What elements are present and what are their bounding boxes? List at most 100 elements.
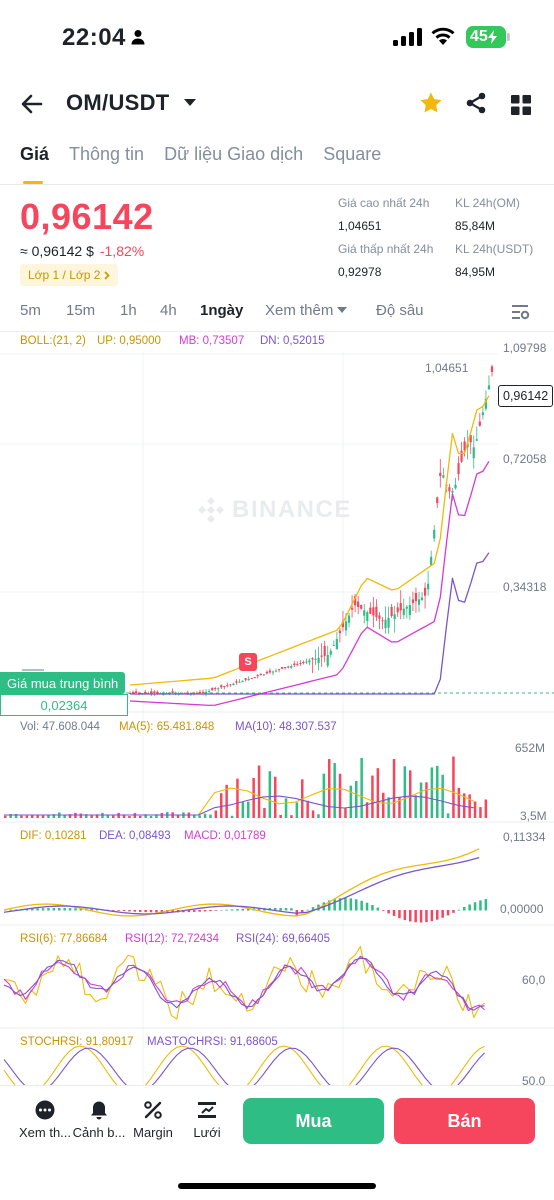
nav-margin[interactable]: Margin [123,1100,183,1140]
candle-body [399,602,402,611]
macd-bar [414,910,417,923]
status-time: 22:04 [62,24,126,51]
macd-bar [452,910,455,913]
candle-body [408,604,411,616]
macd-bar [274,908,277,911]
volume-bar [139,815,142,818]
chart-canvas [0,352,554,1095]
back-arrow-icon[interactable] [20,92,44,116]
price-axis-mid: 0,72058 [503,452,547,466]
tab-info[interactable]: Thông tin [69,144,145,164]
interval-5m[interactable]: 5m [20,302,41,319]
nav-more[interactable]: Xem th... [15,1100,75,1140]
nav-alerts[interactable]: Cảnh b... [69,1100,129,1140]
volume-bar [446,813,450,818]
nav-alerts-label: Cảnh b... [72,1125,126,1140]
candle-body [335,639,338,650]
candle-body [323,645,326,656]
macd-bar [36,908,39,911]
macd-bar [441,910,444,918]
tab-square[interactable]: Square [323,144,382,164]
interval-1day[interactable]: 1ngày [200,302,244,319]
candle-body [448,487,451,492]
volume-bar [425,782,428,818]
interval-depth[interactable]: Độ sâu [376,302,424,319]
macd-bar [47,908,50,911]
interval-15m[interactable]: 15m [66,302,96,319]
macd-bar [463,907,466,911]
more-icon [35,1100,55,1120]
share-icon[interactable] [465,92,487,114]
candle-body [350,607,354,610]
layout-grid-icon[interactable] [511,95,531,115]
macd-bar [398,910,401,919]
stat-vol-quote-label: KL 24h(USDT) [455,242,534,256]
candle-body [436,497,439,504]
rsi-axis-60: 60,0 [522,973,546,987]
candle-body [232,683,235,686]
tab-price[interactable]: Giá [20,144,49,184]
volume-bar [25,815,29,818]
candle-body [150,691,153,693]
macd-bar [58,908,61,911]
candle-body [144,691,147,693]
person-icon [131,30,145,45]
nav-grid-bot[interactable]: Lưới [177,1100,237,1140]
volume-bar [230,815,234,818]
stat-volume-quote: KL 24h(USDT) 84,95M [455,242,533,279]
macd-bar [117,910,120,911]
volume-bar [441,774,444,818]
rsi6-line [3,945,485,1020]
vol-ma10-label: MA(10): 48.307.537 [235,721,337,733]
candle-body [369,607,372,614]
tab-trading-data[interactable]: Dữ liệu Giao dịch [164,144,304,164]
usd-equivalent: ≈ 0,96142 $ [20,243,94,259]
candle-body [238,681,241,683]
layer-badge[interactable]: Lớp 1 / Lớp 2 [20,264,119,286]
macd-bar [139,910,142,912]
volume-bar [112,815,115,818]
candle-body [396,607,399,613]
price-secondary: ≈ 0,96142 $ -1,82% [20,243,144,259]
candle-body [308,660,311,663]
sell-signal-marker[interactable]: S [239,653,257,671]
volume-bar [203,813,207,818]
volume-bar [252,777,255,818]
kline-chart[interactable]: BINANCE BOLL:(21, 2) UP: 0,95000 MB: 0,7… [0,332,554,1095]
home-indicator[interactable] [178,1183,376,1189]
candle-body [250,678,253,680]
pair-title[interactable]: OM/USDT [66,90,170,115]
chart-settings-icon[interactable] [510,302,530,322]
volume-bar [176,814,180,818]
battery-level: 45 [470,28,488,45]
volume-bar [133,813,137,818]
macd-bar [220,909,223,911]
volume-bar [284,798,288,818]
sell-button[interactable]: Bán [394,1098,535,1144]
draw-tool-icon[interactable] [20,666,46,672]
candle-body [247,678,250,681]
interval-4h[interactable]: 4h [160,302,177,319]
caret-down-icon[interactable] [184,99,196,107]
candle-body [360,605,363,609]
boll-up-label: UP: 0,95000 [97,335,161,347]
buy-button[interactable]: Mua [243,1098,384,1144]
interval-1h[interactable]: 1h [120,302,137,319]
candle-body [138,692,141,694]
vol-axis-bottom: 3,5M [520,809,547,823]
candle-body [131,691,135,693]
battery-cap [507,33,510,41]
candle-body [293,663,296,666]
candle-body [226,685,229,687]
candle-body [357,601,360,608]
interval-more[interactable]: Xem thêm [265,302,348,319]
volume-bar [41,815,45,818]
macd-bar [31,908,34,911]
average-buy-label[interactable]: Giá mua trung bình [0,672,126,694]
candle-body [186,692,189,694]
macd-bar [311,907,315,911]
volume-bar [95,814,99,818]
macd-bar [279,908,282,911]
candle-body [296,664,299,666]
favorite-star-icon[interactable] [419,91,443,115]
